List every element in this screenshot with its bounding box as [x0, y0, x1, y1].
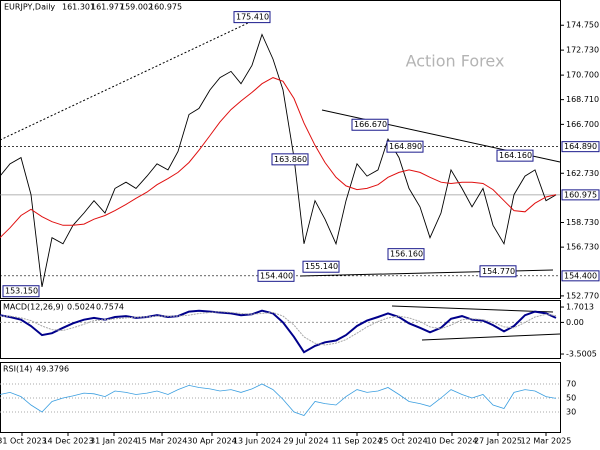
price-marker-label: 154.400: [564, 271, 597, 280]
price-marker: [561, 270, 600, 282]
y-tick-label: 162.730: [566, 169, 599, 178]
annotation-box: [302, 260, 340, 273]
trend-line: [391, 305, 554, 313]
annotation-box: [257, 269, 295, 282]
ohlc-value: 161.301: [62, 3, 95, 12]
ohlc-value: 159.002: [120, 3, 153, 12]
price-marker-label: 160.975: [564, 190, 597, 199]
annotation-box: [351, 118, 389, 131]
annotation-label: 164.890: [389, 142, 422, 151]
y-tick-label: 174.750: [566, 21, 599, 30]
y-tick-label: 50: [566, 393, 576, 402]
ohlc-value: 161.977: [91, 3, 124, 12]
series-line: [0, 309, 557, 354]
y-tick-label: 170.700: [566, 71, 599, 80]
annotation-box: [233, 11, 271, 24]
annotation-box: [387, 248, 425, 261]
trend-line: [0, 14, 266, 141]
symbol: EURJPY,Daily: [4, 3, 55, 12]
annotation-box: [2, 285, 40, 298]
trend-line: [421, 333, 561, 341]
annotation-label: 153.150: [5, 287, 38, 296]
x-tick-label: 14 Dec 2023: [42, 437, 93, 446]
annotation-label: 175.410: [236, 13, 269, 22]
series-line: [0, 383, 557, 416]
annotation-label: 154.400: [260, 271, 293, 280]
annotation-box: [479, 265, 517, 278]
y-tick-label: 168.710: [566, 95, 599, 104]
y-tick-label: 70: [566, 379, 576, 388]
macd-readout: 0.7574: [96, 303, 124, 312]
annotation-box: [386, 140, 424, 153]
price-panel: [0, 0, 561, 299]
x-tick-label: 31 Jan 2024: [90, 437, 138, 446]
rsi-label: RSI(14): [3, 365, 32, 374]
y-tick-label: 158.730: [566, 218, 599, 227]
x-tick-label: 25 Oct 2024: [378, 437, 427, 446]
annotation-label: 155.140: [305, 262, 338, 271]
x-tick-label: 31 Oct 2023: [0, 437, 47, 446]
ohlc-value: 160.975: [149, 3, 182, 12]
annotation-box: [271, 153, 309, 166]
x-tick-label: 13 Jun 2024: [233, 437, 281, 446]
y-tick-label: 172.730: [566, 46, 599, 55]
x-tick-label: 27 Jan 2025: [474, 437, 522, 446]
macd-label: MACD(12,26,9): [3, 303, 64, 312]
y-tick-label: 0.00: [566, 318, 584, 327]
annotation-label: 164.160: [499, 151, 532, 160]
x-tick-label: 10 Dec 2024: [426, 437, 477, 446]
x-tick-label: 11 Sep 2024: [332, 437, 383, 446]
annotation-box: [496, 149, 534, 162]
y-tick-label: 156.730: [566, 243, 599, 252]
y-tick-label: 166.700: [566, 120, 599, 129]
x-tick-label: 15 Mar 2024: [137, 437, 188, 446]
annotation-label: 156.160: [390, 250, 423, 259]
y-tick-label: -3.5005: [566, 350, 597, 359]
annotation-label: 154.770: [482, 267, 515, 276]
x-tick-label: 12 Mar 2025: [521, 437, 572, 446]
annotation-label: 166.670: [354, 120, 387, 129]
price-marker-label: 164.890: [564, 142, 597, 151]
annotation-label: 163.860: [274, 155, 307, 164]
y-tick-label: 152.770: [566, 291, 599, 300]
series-line: [0, 311, 557, 346]
rsi-readout: 49.3796: [36, 365, 69, 374]
x-tick-label: 29 Jul 2024: [283, 437, 328, 446]
watermark: Action Forex: [406, 52, 505, 71]
macd-panel: [0, 300, 561, 359]
macd-readout: 0.5024: [67, 303, 95, 312]
price-marker: [561, 141, 600, 153]
series-line: [0, 33, 557, 287]
price-marker: [561, 189, 600, 201]
y-tick-label: 1.7013: [566, 303, 594, 312]
series-line: [0, 77, 557, 239]
x-tick-label: 30 Apr 2024: [187, 437, 236, 446]
y-tick-label: 30: [566, 407, 576, 416]
